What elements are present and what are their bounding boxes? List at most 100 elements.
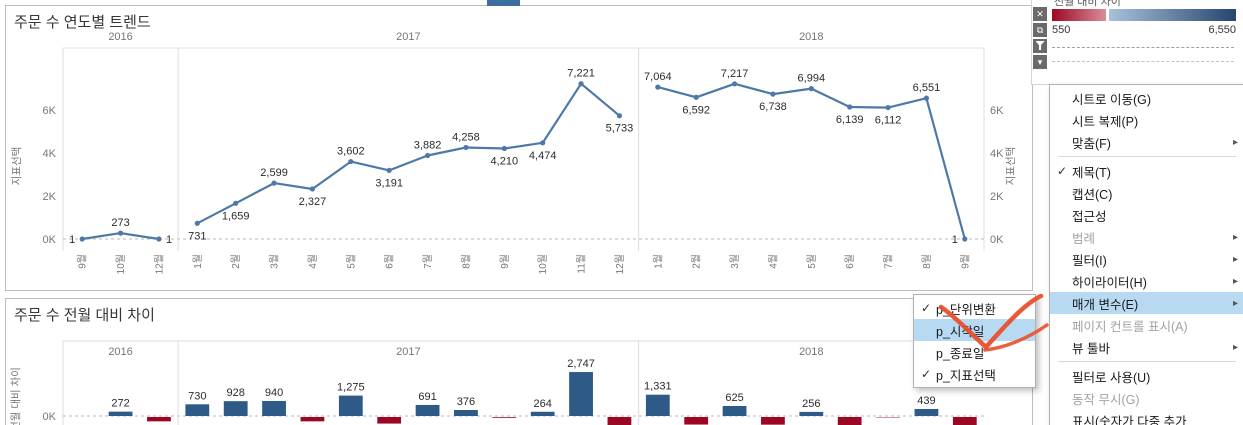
data-point [501,145,507,152]
data-label: 625 [725,392,743,404]
year-label: 2016 [108,346,132,358]
context-menu-item-7: 범례 ▸ [1050,226,1243,248]
submenu-arrow-icon: ▸ [1232,253,1238,265]
menu-item-label: 하이라이터(H) [1072,275,1147,290]
context-menu-item-9[interactable]: 하이라이터(H) ▸ [1050,270,1243,292]
month-tick: 3월 [269,254,281,269]
data-label: 1,331 [644,381,672,393]
menu-item-label: 제목(T) [1072,165,1111,180]
negative-bar [492,417,517,418]
caret-down-icon[interactable]: ▾ [1033,55,1047,69]
parameter-item-1[interactable]: p_시작일 [914,319,1035,341]
data-point [309,186,316,192]
data-label: 7,221 [567,68,595,80]
parameter-item-2[interactable]: p_종료일 [914,341,1035,363]
context-menu-item-14[interactable]: 필터로 사용(U) [1050,365,1243,387]
year-label: 2018 [799,31,823,43]
context-menu-item-4[interactable]: ✓ 제목(T) [1050,160,1243,182]
year-label: 2016 [108,31,132,43]
dashed-divider [1052,47,1234,48]
y-tick-left: 6K [43,105,57,117]
filter-icon[interactable] [1033,39,1047,53]
data-label: 3,882 [414,140,442,152]
check-icon: ✓ [920,367,932,381]
menu-item-label: 범례 [1072,231,1096,246]
line-chart-panel: 주문 수 연도별 트렌드 0K 0K 2K 2K 4K 4K 6K 6K 지표선택 지표선택 201… [5,5,1033,291]
data-point [693,94,699,100]
menu-item-label: 접근성 [1072,209,1107,224]
year-label: 2017 [396,31,420,43]
data-label: 1,659 [222,210,250,222]
data-point [616,113,623,119]
context-menu: 시트로 이동(G) 시트 복제(P) 맞춤(F) ▸ ✓ 제목(T) 캡션(C) 접근성 범례 ▸… [1049,84,1243,425]
legend-min-label: 550 [1052,24,1071,36]
check-icon: ✓ [1056,164,1068,178]
context-menu-item-2[interactable]: 맞춤(F) ▸ [1050,131,1243,153]
y-tick-right: 0K [990,234,1004,246]
menu-item-label: 시트로 이동(G) [1072,92,1152,107]
data-point [770,91,776,97]
positive-bar [108,411,133,416]
legend-toolbar: ✕ ⧉ ▾ [1033,7,1047,69]
month-tick: 4월 [307,254,319,269]
bar-chart[interactable]: 0K 전월 대비 차이 2016 272 2017 730 928 940 1,275 691 37… [6,299,1032,425]
month-tick: 9월 [499,254,511,269]
y-tick-right: 2K [990,191,1004,203]
data-label: 272 [111,398,129,410]
data-point [847,104,853,110]
data-label: 6,738 [759,101,787,113]
context-menu-item-16[interactable]: 표시(숫자가 다중 추가 [1050,409,1243,425]
menu-item-label: 표시(숫자가 다중 추가 [1072,414,1187,425]
positive-bar [262,400,286,416]
y-tick: 0K [43,411,57,423]
submenu-arrow-icon: ▸ [1232,297,1238,309]
negative-bar [952,417,977,425]
parameter-item-0[interactable]: ✓ p_단위변환 [914,297,1035,319]
color-ramp [1052,9,1236,21]
context-menu-item-10[interactable]: 매개 변수(E) ▸ [1050,292,1243,314]
menu-item-label: p_지표선택 [936,368,996,383]
month-tick: 10월 [115,254,127,274]
bar-chart-panel: 주문 수 전월 대비 차이 0K 전월 대비 차이 2016 272 2017 730 92… [5,298,1033,425]
menu-item-label: 필터(I) [1072,253,1107,268]
y-tick-left: 4K [43,148,57,160]
context-menu-item-12[interactable]: 뷰 툴바 ▸ [1050,336,1243,358]
data-label: 6,592 [682,104,710,116]
positive-bar [645,394,670,416]
negative-bar [377,417,402,424]
submenu-arrow-icon: ▸ [1232,275,1238,287]
popout-icon[interactable]: ⧉ [1033,23,1047,37]
close-icon[interactable]: ✕ [1033,7,1047,21]
data-label: 2,599 [260,167,288,179]
y-axis-title-left: 지표선택 [11,147,23,186]
month-tick: 9월 [959,254,971,269]
context-menu-item-5[interactable]: 캡션(C) [1050,182,1243,204]
data-point [962,236,968,242]
context-menu-item-8[interactable]: 필터(I) ▸ [1050,248,1243,270]
positive-bar [914,408,939,416]
data-point [117,230,124,236]
month-tick: 6월 [844,254,856,269]
data-label: 6,551 [913,82,941,94]
data-point [194,220,200,226]
positive-bar [569,372,593,416]
month-tick: 9월 [77,254,89,269]
context-menu-item-6[interactable]: 접근성 [1050,204,1243,226]
positive-bar [799,411,824,416]
menu-item-label: 동작 무시(G) [1072,392,1140,407]
context-menu-item-1[interactable]: 시트 복제(P) [1050,109,1243,131]
negative-bar [300,417,325,422]
y-tick-left: 0K [43,234,57,246]
context-menu-item-0[interactable]: 시트로 이동(G) [1050,87,1243,109]
data-label: 6,112 [875,115,902,127]
parameter-item-3[interactable]: ✓ p_지표선택 [914,363,1035,385]
legend-body: 전월 대비 차이 550 6,550 [1052,0,1238,84]
data-label: 1 [69,234,75,246]
data-label: 940 [265,387,283,399]
submenu-arrow-icon: ▸ [1232,231,1238,243]
menu-item-label: 맞춤(F) [1072,136,1111,151]
menu-item-label: 페이지 컨트롤 표시(A) [1072,319,1188,334]
y-tick-right: 6K [990,105,1004,117]
positive-bar [415,404,440,416]
